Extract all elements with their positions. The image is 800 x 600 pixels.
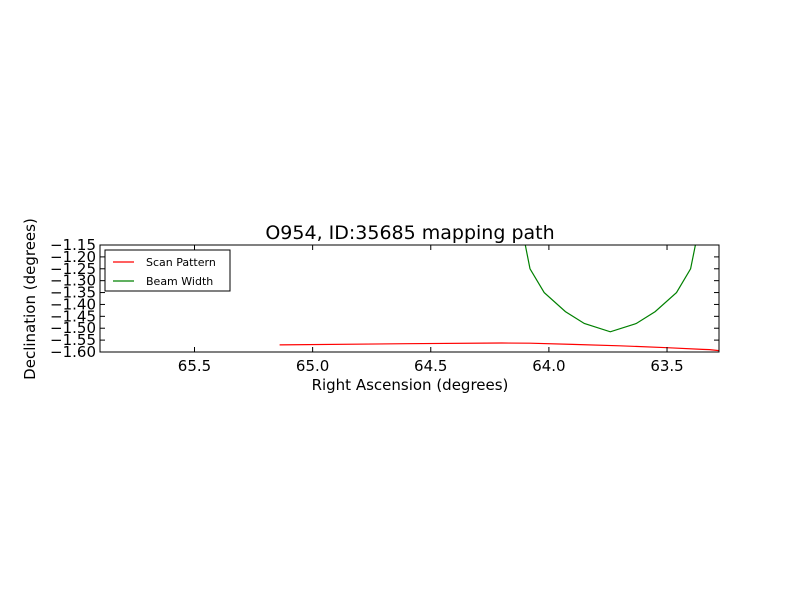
- y-tick-label: −1.50: [50, 319, 96, 337]
- x-tick-label: 63.5: [650, 357, 683, 375]
- series-lines: [279, 245, 719, 352]
- legend-label: Scan Pattern: [146, 256, 216, 269]
- y-tick-label: −1.30: [50, 272, 96, 290]
- chart-title: O954, ID:35685 mapping path: [265, 222, 554, 244]
- y-tick-label: −1.25: [50, 260, 96, 278]
- series-line-beam-width: [524, 245, 696, 333]
- series-line-scan-pattern: [279, 342, 719, 352]
- legend-box: [104, 249, 231, 292]
- legend-label: Beam Width: [146, 275, 213, 288]
- y-tick-label: −1.35: [50, 284, 96, 302]
- y-tick-label: −1.40: [50, 295, 96, 313]
- x-tick-label: 65.0: [296, 357, 329, 375]
- x-tick-label: 64.0: [532, 357, 565, 375]
- y-tick-label: −1.15: [50, 236, 96, 254]
- plot-frame: [99, 244, 720, 353]
- x-axis-label: Right Ascension (degrees): [312, 376, 509, 394]
- legend: Scan Pattern Beam Width: [104, 249, 231, 292]
- x-tick-label: 64.5: [414, 357, 447, 375]
- y-tick-label: −1.20: [50, 248, 96, 266]
- x-axis-ticks: 65.5 65.0 64.5 64.0 63.5: [178, 245, 684, 375]
- y-axis-label: Declination (degrees): [21, 218, 39, 380]
- y-axis-ticks: −1.15−1.20−1.25−1.30−1.35−1.40−1.45−1.50…: [50, 236, 719, 361]
- x-tick-label: 65.5: [178, 357, 211, 375]
- y-tick-label: −1.45: [50, 307, 96, 325]
- y-tick-label: −1.55: [50, 331, 96, 349]
- y-tick-label: −1.60: [50, 343, 96, 361]
